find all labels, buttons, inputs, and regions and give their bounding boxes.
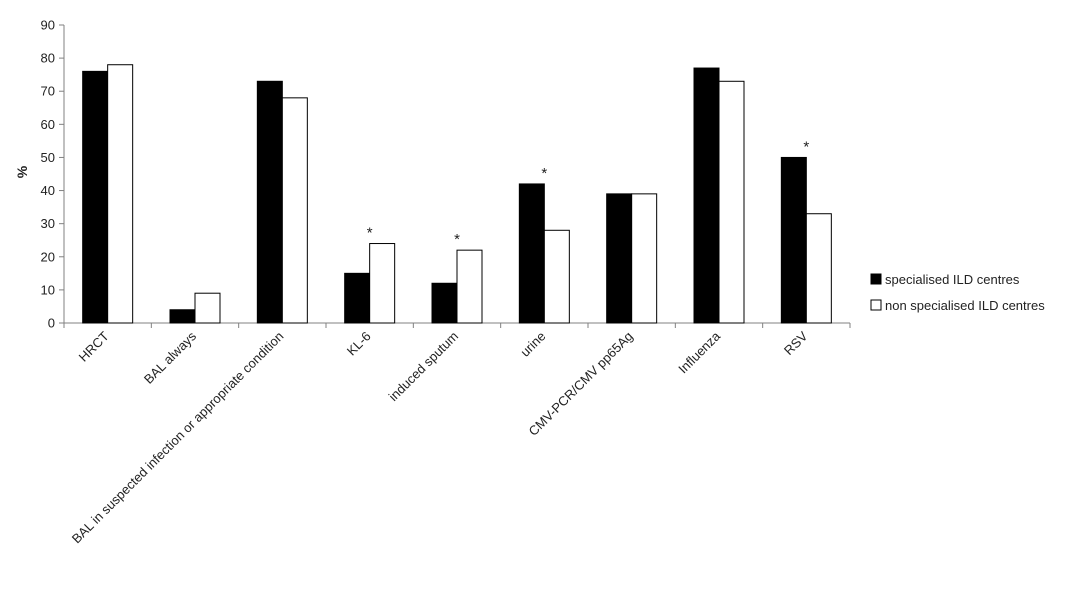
bar-non-specialised: [805, 213, 832, 324]
x-tick-label: KL-6: [344, 329, 374, 359]
bar-non-specialised: [456, 249, 483, 324]
legend-swatch: [870, 299, 882, 311]
x-tick-label: RSV: [781, 328, 811, 358]
bar-specialised: [256, 80, 283, 324]
significance-marker: *: [541, 165, 547, 182]
significance-marker: *: [454, 231, 460, 248]
y-tick-label: 80: [41, 51, 55, 66]
x-tick-label: urine: [517, 329, 548, 360]
bar-non-specialised: [543, 229, 570, 324]
y-tick-label: 60: [41, 117, 55, 132]
y-tick-label: 30: [41, 216, 55, 231]
y-tick-label: 50: [41, 150, 55, 165]
significance-marker: *: [803, 138, 809, 155]
bar-non-specialised: [631, 193, 658, 324]
bar-non-specialised: [369, 243, 396, 324]
bar-specialised: [431, 282, 458, 324]
bar-non-specialised: [194, 292, 221, 324]
x-tick-label: BAL in suspected infection or appropriat…: [69, 329, 287, 547]
y-tick-label: 10: [41, 282, 55, 297]
x-tick-label: Influenza: [675, 328, 723, 376]
y-tick-label: 0: [48, 316, 55, 331]
bar-specialised: [82, 70, 109, 324]
y-tick-label: 90: [41, 18, 55, 33]
significance-marker: *: [367, 225, 373, 242]
x-tick-label: BAL always: [141, 328, 200, 387]
y-axis-label: %: [14, 165, 30, 178]
legend-label: specialised ILD centres: [885, 272, 1020, 287]
x-tick-label: HRCT: [76, 328, 112, 364]
bar-non-specialised: [718, 80, 745, 324]
bar-specialised: [606, 193, 633, 324]
bar-specialised: [693, 67, 720, 324]
legend-swatch: [870, 273, 882, 285]
y-tick-label: 70: [41, 84, 55, 99]
bar-specialised: [169, 309, 196, 324]
bar-specialised: [344, 272, 371, 324]
bar-non-specialised: [281, 97, 308, 324]
legend-label: non specialised ILD centres: [885, 298, 1045, 313]
y-tick-label: 20: [41, 249, 55, 264]
bar-specialised: [780, 156, 807, 324]
x-tick-label: induced sputum: [386, 329, 462, 405]
y-tick-label: 40: [41, 183, 55, 198]
bar-specialised: [518, 183, 545, 324]
bar-non-specialised: [107, 64, 134, 324]
